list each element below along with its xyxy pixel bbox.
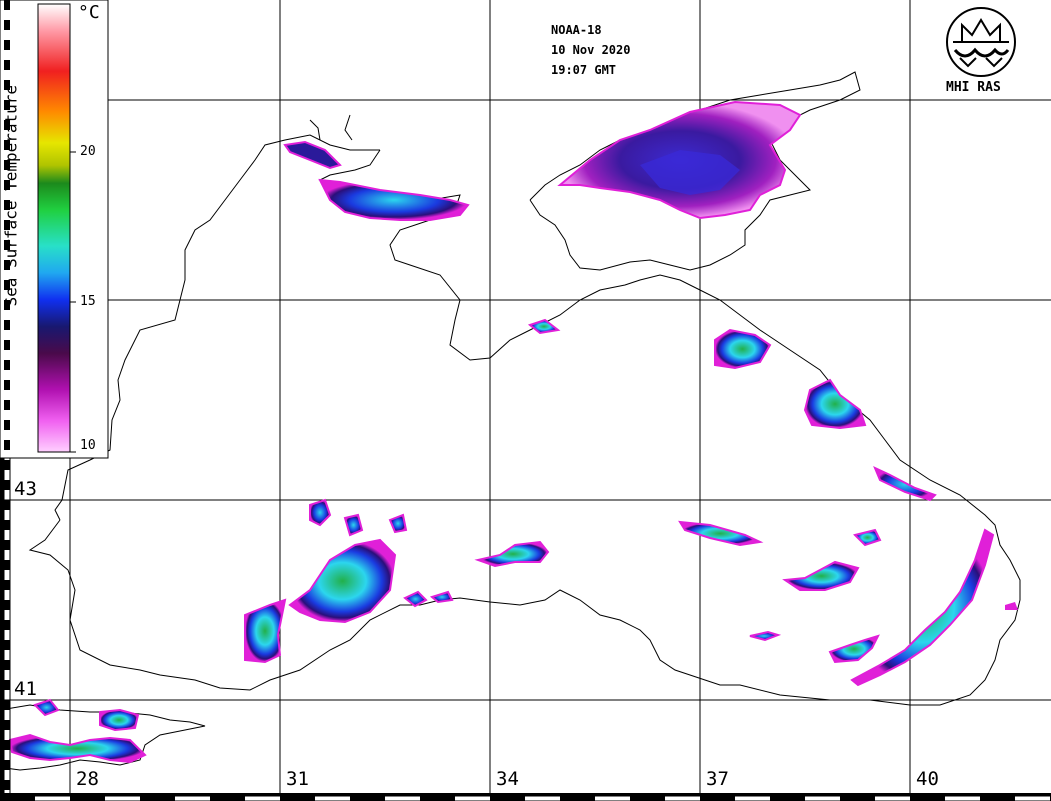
header-info: NOAA-18 10 Nov 2020 19:07 GMT	[551, 20, 630, 80]
ruler-tick	[4, 100, 10, 110]
logo-text: MHI RAS	[946, 80, 1001, 95]
ruler-tick	[4, 560, 10, 570]
ruler-tick	[4, 420, 10, 430]
ruler-tick	[4, 300, 10, 310]
sst-marmara	[8, 698, 147, 764]
ruler-tick	[4, 660, 10, 670]
colorbar-unit: °C	[78, 2, 100, 23]
ruler-tick	[4, 60, 10, 70]
colorbar	[0, 0, 109, 459]
ruler-tick	[420, 796, 455, 801]
ruler-tick	[840, 796, 875, 801]
colorbar-title: Sea Surface Temperature	[1, 84, 21, 307]
ruler-tick	[4, 0, 10, 10]
ruler-tick	[4, 400, 10, 410]
ruler-tick	[560, 796, 595, 801]
colorbar-tick-15: 15	[80, 294, 96, 309]
ruler-tick	[4, 20, 10, 30]
ruler-tick	[4, 640, 10, 650]
lat-label-41: 41	[14, 678, 37, 700]
scale-ruler-bottom	[0, 793, 1051, 801]
ruler-tick	[4, 320, 10, 330]
ruler-tick	[4, 160, 10, 170]
ruler-tick	[4, 620, 10, 630]
ruler-tick	[4, 200, 10, 210]
lon-label-40: 40	[916, 768, 939, 790]
ruler-tick	[4, 500, 10, 510]
ruler-tick	[4, 80, 10, 90]
image-time: 19:07 GMT	[551, 63, 617, 77]
ruler-tick	[4, 360, 10, 370]
ruler-tick	[910, 796, 945, 801]
ruler-tick	[0, 796, 35, 801]
ruler-tick	[4, 720, 10, 730]
mhi-ras-logo	[946, 7, 1016, 77]
ruler-tick	[4, 780, 10, 790]
ruler-tick	[210, 796, 245, 801]
ruler-tick	[280, 796, 315, 801]
ruler-tick	[630, 796, 665, 801]
colorbar-tick-20: 20	[80, 144, 96, 159]
ruler-tick	[4, 760, 10, 770]
lon-label-31: 31	[286, 768, 309, 790]
lon-label-37: 37	[706, 768, 729, 790]
ruler-tick	[4, 480, 10, 490]
ruler-tick	[4, 140, 10, 150]
ruler-tick	[700, 796, 735, 801]
sst-east	[678, 328, 1018, 687]
coastline	[0, 71, 1021, 771]
ruler-tick	[4, 540, 10, 550]
ruler-tick	[4, 520, 10, 530]
ruler-tick	[4, 220, 10, 230]
colorbar-tick-10: 10	[80, 438, 96, 453]
ruler-tick	[4, 280, 10, 290]
ruler-tick	[4, 120, 10, 130]
ruler-tick	[4, 260, 10, 270]
ruler-tick	[4, 700, 10, 710]
ruler-tick	[4, 240, 10, 250]
lon-label-34: 34	[496, 768, 519, 790]
lon-label-28: 28	[76, 768, 99, 790]
ruler-tick	[4, 600, 10, 610]
ruler-tick	[4, 40, 10, 50]
ruler-tick	[490, 796, 525, 801]
ruler-tick	[980, 796, 1015, 801]
ruler-tick	[350, 796, 385, 801]
image-date: 10 Nov 2020	[551, 43, 631, 57]
ruler-tick	[770, 796, 805, 801]
ruler-tick	[4, 380, 10, 390]
ruler-tick	[4, 340, 10, 350]
ruler-tick	[4, 440, 10, 450]
sst-azov	[557, 100, 802, 220]
ruler-tick	[140, 796, 175, 801]
ruler-tick	[4, 180, 10, 190]
ruler-tick	[4, 680, 10, 690]
ruler-tick	[4, 460, 10, 470]
sst-northwest	[283, 140, 470, 221]
sst-central	[244, 318, 561, 664]
satellite-name: NOAA-18	[551, 23, 602, 37]
ruler-tick	[4, 740, 10, 750]
lat-label-43: 43	[14, 478, 37, 500]
ruler-tick	[4, 580, 10, 590]
ruler-tick	[70, 796, 105, 801]
